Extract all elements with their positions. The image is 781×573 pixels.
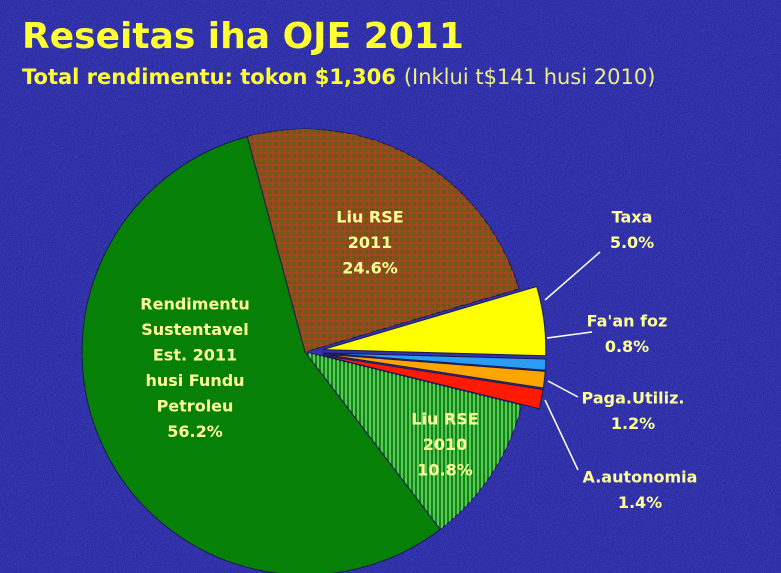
- pie-slice: [322, 285, 547, 357]
- chart-title: Reseitas iha OJE 2011: [22, 16, 464, 57]
- value-label: 5.0%: [610, 233, 654, 252]
- slice-label: Taxa: [612, 208, 653, 227]
- slice-label: Liu RSE: [336, 208, 403, 227]
- slice-pattern: [247, 129, 519, 352]
- leader-line: [546, 331, 593, 339]
- slice-label: 2010: [423, 435, 468, 454]
- value-label: 1.4%: [618, 493, 662, 512]
- slice-label: Petroleu: [157, 397, 234, 416]
- leader-line: [547, 380, 579, 398]
- value-label: 24.6%: [342, 259, 398, 278]
- slice-label: A.autonomia: [583, 468, 698, 487]
- slice-label: husi Fundu: [145, 371, 244, 390]
- slice-label: Est. 2011: [153, 346, 237, 365]
- value-label: 0.8%: [605, 337, 649, 356]
- leader-line: [544, 399, 579, 471]
- slice-label: Sustentavel: [141, 320, 249, 339]
- value-label: 10.8%: [417, 461, 473, 480]
- leader-line: [544, 251, 601, 301]
- slice-label: Paga.Utiliz.: [582, 389, 685, 408]
- value-label: 1.2%: [611, 414, 655, 433]
- slice-label: 2011: [348, 233, 393, 252]
- slice-label: Liu RSE: [411, 410, 478, 429]
- slice-label: Rendimentu: [140, 295, 249, 314]
- pie-slice: [322, 352, 547, 371]
- value-label: 56.2%: [167, 422, 223, 441]
- slice-label: Fa'an foz: [587, 312, 668, 331]
- chart-subtitle: Total rendimentu: tokon $1,306: [22, 65, 396, 89]
- pie-slice: [322, 355, 544, 410]
- pie-slice: [322, 353, 546, 389]
- chart-subtitle-note: (Inklui t$141 husi 2010): [404, 65, 656, 89]
- slice-pattern: [305, 352, 522, 530]
